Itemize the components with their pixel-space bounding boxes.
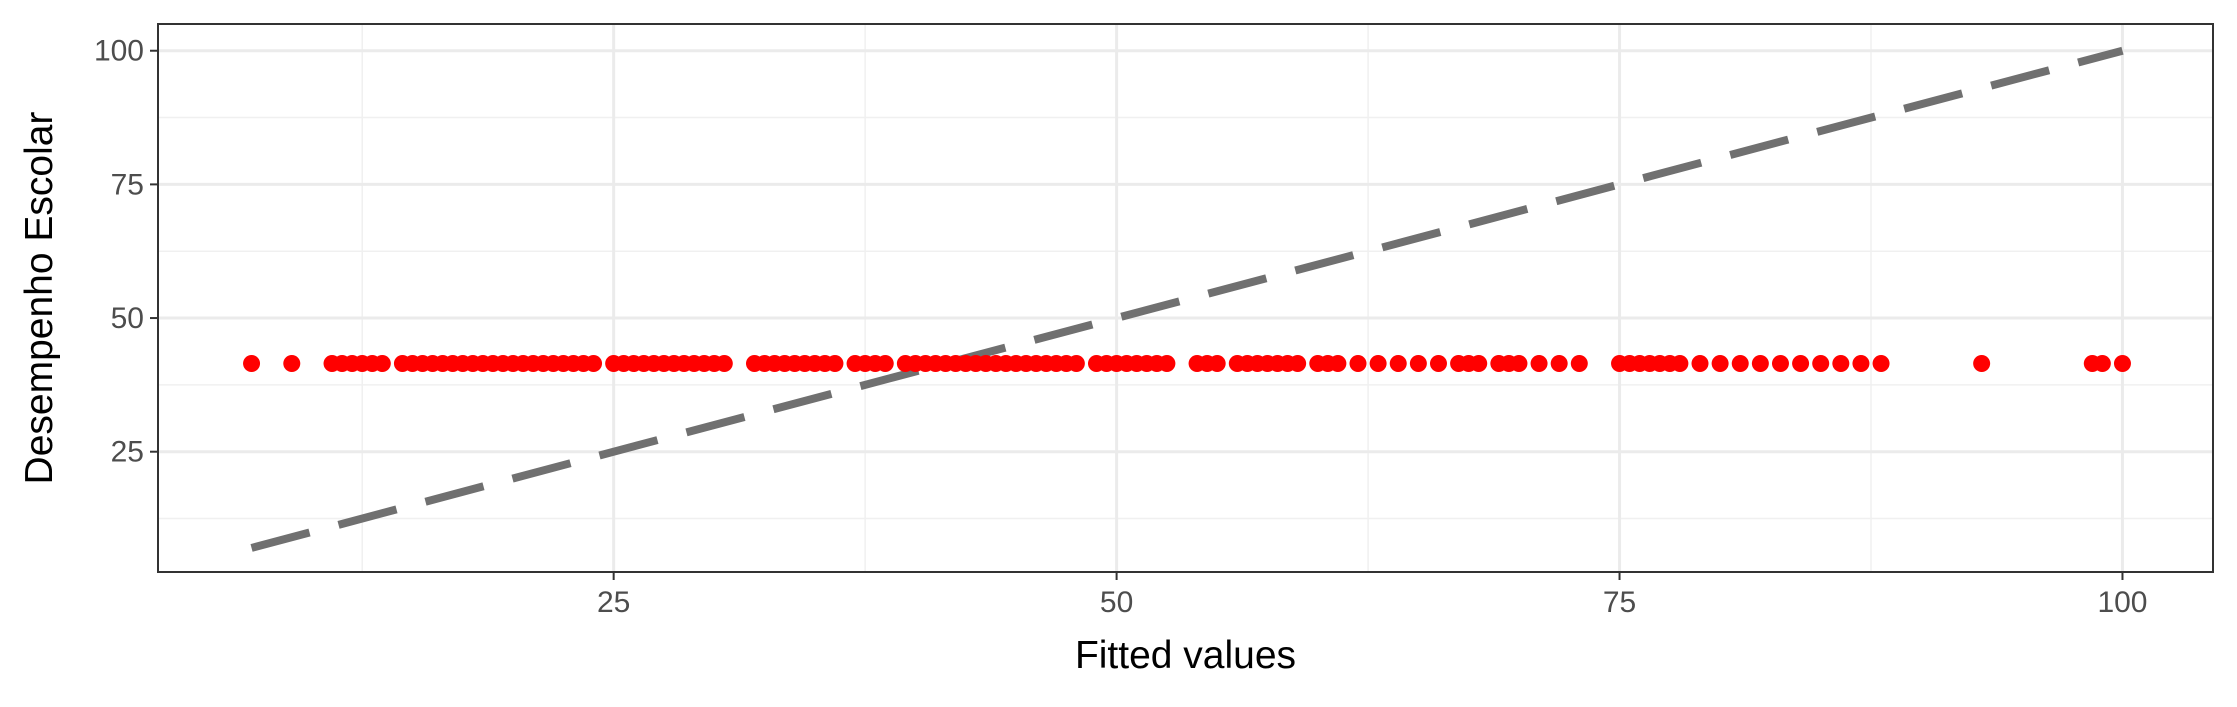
x-tick-label: 25 — [597, 586, 630, 619]
x-axis-ticks: 25 50 75 100 — [597, 572, 2148, 619]
data-point — [2113, 354, 2131, 372]
data-point — [1751, 354, 1769, 372]
data-point — [1349, 354, 1367, 372]
data-point — [1208, 354, 1226, 372]
data-point — [373, 354, 391, 372]
dashed-reference-line — [250, 46, 2124, 552]
data-point — [1973, 354, 1991, 372]
x-tick-label: 50 — [1100, 586, 1133, 619]
data-point — [1792, 354, 1810, 372]
data-point — [1812, 354, 1830, 372]
data-point — [876, 354, 894, 372]
y-tick-label: 100 — [94, 35, 144, 68]
data-point — [1550, 354, 1568, 372]
data-point — [826, 354, 844, 372]
major-gridlines — [158, 24, 2213, 572]
data-point — [1731, 354, 1749, 372]
data-point — [1067, 354, 1085, 372]
data-point — [1771, 354, 1789, 372]
data-point — [283, 354, 301, 372]
data-point — [243, 354, 261, 372]
data-point — [1832, 354, 1850, 372]
data-point — [1691, 354, 1709, 372]
data-point — [1671, 354, 1689, 372]
data-point — [1711, 354, 1729, 372]
data-point — [1329, 354, 1347, 372]
data-point — [1158, 354, 1176, 372]
panel-border — [157, 23, 2214, 573]
y-axis-ticks: 25 50 75 100 — [94, 35, 158, 469]
y-tick-label: 75 — [111, 168, 144, 201]
data-point — [1852, 354, 1870, 372]
data-point — [1409, 354, 1427, 372]
data-point — [1389, 354, 1407, 372]
data-point — [1530, 354, 1548, 372]
data-point — [1510, 354, 1528, 372]
y-tick-label: 50 — [111, 302, 144, 335]
y-axis-title: Desempenho Escolar — [18, 112, 61, 485]
x-axis-title: Fitted values — [1075, 634, 1296, 677]
y-tick-label: 25 — [111, 436, 144, 469]
data-point — [1289, 354, 1307, 372]
x-tick-label: 75 — [1603, 586, 1636, 619]
data-point — [1570, 354, 1588, 372]
data-point — [1369, 354, 1387, 372]
data-point — [585, 354, 603, 372]
data-point — [1470, 354, 1488, 372]
data-point — [2093, 354, 2111, 372]
data-point — [715, 354, 733, 372]
data-point — [1872, 354, 1890, 372]
x-tick-label: 100 — [2097, 586, 2147, 619]
data-point — [1429, 354, 1447, 372]
reference-line-group — [250, 46, 2124, 552]
data-points — [243, 354, 2131, 372]
